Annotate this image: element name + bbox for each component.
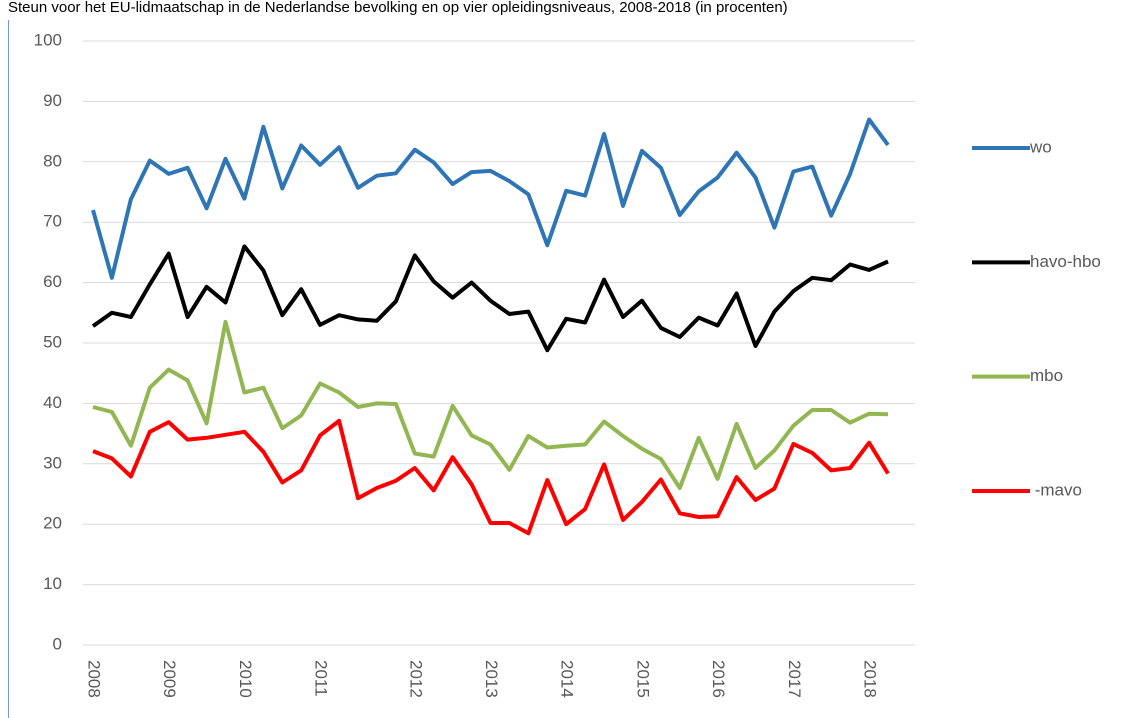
x-tick-label: 2018 (861, 660, 880, 698)
chart-title: Steun voor het EU-lidmaatschap in de Ned… (8, 0, 788, 16)
x-tick-label: 2011 (312, 660, 331, 697)
series-line (91, 117, 890, 280)
y-tick-label: 20 (43, 514, 62, 533)
x-tick-label: 2010 (236, 660, 255, 698)
y-tick-label: 40 (43, 393, 62, 412)
series-line (91, 244, 889, 353)
y-tick-label: 30 (43, 453, 62, 472)
y-tick-label: 50 (43, 332, 62, 351)
y-tick-label: 70 (43, 212, 62, 231)
x-tick-label: 2016 (709, 660, 728, 698)
series-line (92, 418, 890, 536)
x-tick-label: 2012 (406, 660, 425, 698)
legend-label: mbo (1030, 366, 1063, 385)
y-tick-label: 80 (43, 151, 62, 170)
x-tick-label: 2017 (785, 660, 804, 698)
y-tick-label: 10 (43, 574, 62, 593)
y-tick-label: 100 (34, 30, 62, 49)
legend-label: -mavo (1030, 480, 1082, 499)
y-tick-label: 90 (43, 91, 62, 110)
legend-label: havo-hbo (1030, 252, 1101, 271)
legend-label: wo (1029, 137, 1052, 156)
x-tick-label: 2013 (482, 660, 501, 698)
y-tick-label: 60 (43, 272, 62, 291)
x-tick-label: 2009 (160, 660, 179, 698)
series-line (92, 319, 889, 490)
y-tick-label: 0 (53, 634, 62, 653)
x-tick-label: 2015 (633, 660, 652, 698)
x-tick-label: 2014 (558, 660, 577, 698)
x-tick-label: 2008 (85, 660, 104, 698)
